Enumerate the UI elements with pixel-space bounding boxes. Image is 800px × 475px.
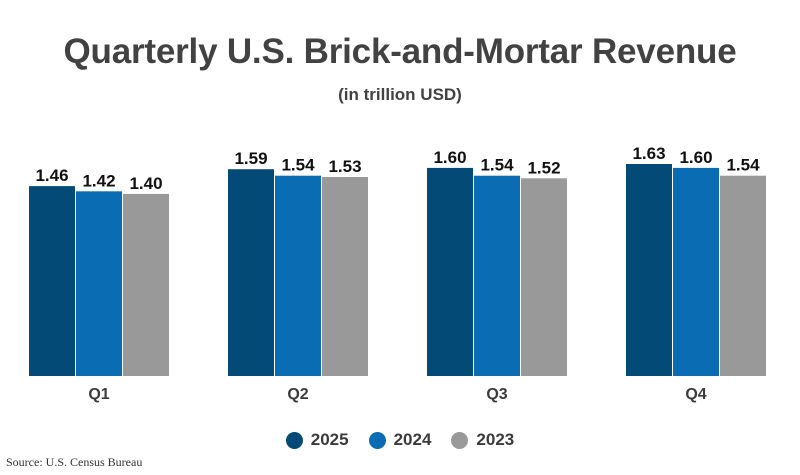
bar-q3-2025 [427,167,473,376]
data-label-q2-2023: 1.53 [328,157,361,176]
bar-q2-2024 [275,175,321,376]
data-label-q2-2025: 1.59 [234,149,267,168]
data-label-q1-2025: 1.46 [35,166,68,185]
x-tick-label-q3: Q3 [486,386,507,403]
legend-item-2024: 2024 [368,430,432,450]
data-label-q2-2024: 1.54 [281,156,315,175]
data-label-q1-2024: 1.42 [82,171,115,190]
bar-q2-2025 [228,169,274,376]
data-label-q4-2023: 1.54 [726,156,760,175]
legend: 2025 2024 2023 [0,430,800,450]
legend-label-2023: 2023 [476,430,515,449]
data-label-q4-2024: 1.60 [679,148,712,167]
x-tick-label-q4: Q4 [685,386,706,403]
legend-item-2025: 2025 [285,430,349,450]
bar-q3-2023 [521,178,567,376]
chart-title: Quarterly U.S. Brick-and-Mortar Revenue [63,32,737,71]
bar-q2-2023 [322,177,368,376]
bar-q1-2023 [123,193,169,376]
legend-label-2024: 2024 [393,430,432,449]
legend-swatch-2023 [451,431,469,449]
x-tick-label-q2: Q2 [287,386,308,403]
x-tick-label-q1: Q1 [88,386,109,403]
chart-subtitle: (in trillion USD) [338,85,462,104]
bar-q4-2025 [626,164,672,376]
legend-item-2023: 2023 [451,430,514,450]
legend-swatch-2024 [368,431,386,449]
bar-q1-2025 [29,186,75,376]
data-label-q3-2024: 1.54 [480,156,514,175]
bar-q1-2024 [76,191,122,376]
legend-swatch-2025 [285,431,303,449]
source-note: Source: U.S. Census Bureau [6,455,143,469]
bar-q4-2023 [720,175,766,376]
bar-q3-2024 [474,175,520,376]
data-label-q4-2025: 1.63 [632,144,665,163]
data-label-q3-2025: 1.60 [433,148,466,167]
data-label-q3-2023: 1.52 [527,158,560,177]
legend-label-2025: 2025 [310,430,349,449]
bar-q4-2024 [673,167,719,376]
data-label-q1-2023: 1.40 [129,174,162,193]
